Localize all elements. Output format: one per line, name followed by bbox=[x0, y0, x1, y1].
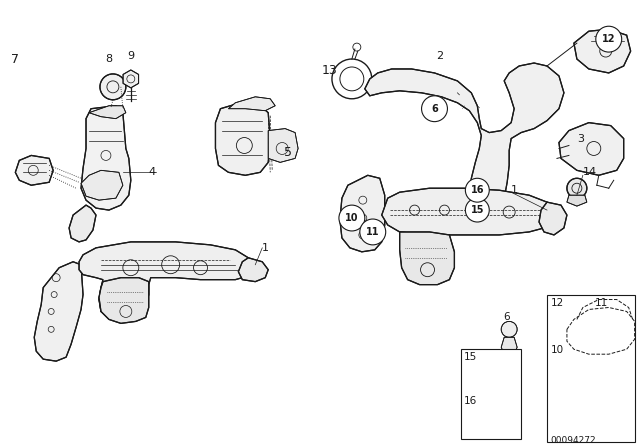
Text: 10: 10 bbox=[345, 213, 358, 223]
Circle shape bbox=[481, 359, 501, 379]
Text: 15: 15 bbox=[463, 352, 477, 362]
Text: 12: 12 bbox=[551, 297, 564, 307]
Circle shape bbox=[100, 74, 126, 100]
Text: 1: 1 bbox=[262, 243, 269, 253]
Circle shape bbox=[465, 178, 489, 202]
Text: 8: 8 bbox=[106, 54, 113, 64]
Polygon shape bbox=[99, 278, 148, 323]
Polygon shape bbox=[123, 70, 139, 88]
Circle shape bbox=[487, 410, 495, 418]
Polygon shape bbox=[501, 337, 517, 354]
Polygon shape bbox=[381, 188, 557, 235]
Text: 12: 12 bbox=[602, 34, 616, 44]
Circle shape bbox=[562, 311, 576, 325]
Circle shape bbox=[561, 359, 577, 375]
Text: 11: 11 bbox=[595, 297, 608, 307]
Text: 5: 5 bbox=[284, 146, 292, 159]
Polygon shape bbox=[79, 242, 255, 321]
Polygon shape bbox=[69, 205, 96, 242]
Text: 16: 16 bbox=[463, 396, 477, 406]
Circle shape bbox=[596, 26, 621, 52]
Circle shape bbox=[360, 219, 386, 245]
Polygon shape bbox=[15, 155, 53, 185]
Circle shape bbox=[567, 178, 587, 198]
Text: 9: 9 bbox=[127, 51, 134, 61]
Text: 00094272: 00094272 bbox=[550, 436, 596, 445]
Text: 16: 16 bbox=[470, 185, 484, 195]
Polygon shape bbox=[81, 106, 131, 210]
Text: 14: 14 bbox=[583, 167, 597, 177]
Polygon shape bbox=[268, 129, 298, 162]
Polygon shape bbox=[567, 195, 587, 206]
Polygon shape bbox=[35, 262, 83, 361]
Text: 7: 7 bbox=[12, 52, 19, 65]
Bar bbox=[461, 349, 521, 439]
Text: 6: 6 bbox=[503, 312, 510, 323]
Text: 10: 10 bbox=[551, 345, 564, 355]
Polygon shape bbox=[595, 309, 630, 332]
Text: 6: 6 bbox=[431, 104, 438, 114]
Polygon shape bbox=[340, 175, 385, 252]
Polygon shape bbox=[539, 202, 567, 235]
Circle shape bbox=[481, 404, 501, 424]
Polygon shape bbox=[238, 258, 268, 282]
Circle shape bbox=[339, 205, 365, 231]
Bar bbox=[547, 294, 635, 442]
Circle shape bbox=[465, 198, 489, 222]
Text: 1: 1 bbox=[511, 185, 518, 195]
Polygon shape bbox=[89, 106, 126, 119]
Text: 13: 13 bbox=[322, 65, 338, 78]
Polygon shape bbox=[216, 103, 270, 175]
Polygon shape bbox=[81, 170, 123, 200]
Polygon shape bbox=[559, 123, 623, 175]
Text: 4: 4 bbox=[148, 167, 156, 177]
Polygon shape bbox=[228, 97, 275, 111]
Text: 3: 3 bbox=[577, 134, 584, 143]
Polygon shape bbox=[365, 63, 564, 216]
Text: 2: 2 bbox=[436, 51, 443, 61]
Circle shape bbox=[501, 321, 517, 337]
Polygon shape bbox=[574, 29, 630, 73]
Text: 15: 15 bbox=[470, 205, 484, 215]
Text: 11: 11 bbox=[366, 227, 380, 237]
Polygon shape bbox=[399, 232, 454, 284]
Circle shape bbox=[422, 96, 447, 122]
